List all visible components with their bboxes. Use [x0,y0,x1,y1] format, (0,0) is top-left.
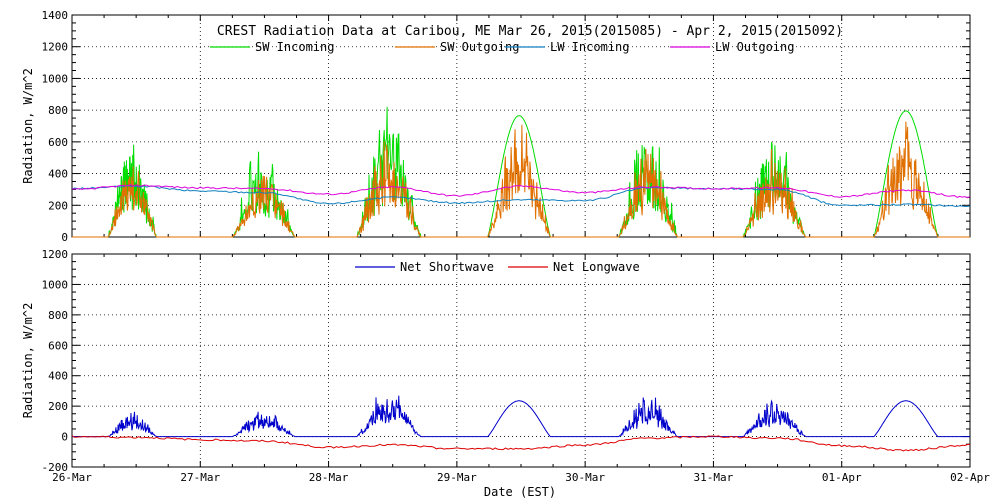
x-tick-label: 28-Mar [309,471,349,484]
y-tick-label: 1000 [42,278,69,291]
legend-label: Net Longwave [553,260,640,274]
y-tick-label: 200 [48,199,68,212]
y-tick-label: 400 [48,370,68,383]
y-tick-label: 0 [61,431,68,444]
series-line-net-longwave [71,435,971,452]
panel-1: 0 200 400 600 800 1000 1200 1400 Radiation, W/m^… [21,9,971,244]
plot-frame [71,253,971,468]
x-tick-label: 31-Mar [694,471,734,484]
x-tick-label: 27-Mar [180,471,220,484]
series-line-sw-outgoing [72,121,970,238]
y-tick-label: 0 [61,231,68,244]
plot-frame [71,14,971,238]
y-axis-label: Radiation, W/m^2 [21,303,35,419]
y-tick-label: 1200 [42,248,69,261]
y-tick-label: 1200 [42,41,69,54]
x-tick-label: 26-Mar [52,471,92,484]
y-tick-label: 600 [48,339,68,352]
y-tick-label: 600 [48,136,68,149]
y-tick-label: 1000 [42,72,69,85]
y-tick-label: -200 [42,461,69,474]
legend-label: SW Outgoing [440,40,519,54]
chart-title: CREST Radiation Data at Caribou, ME Mar … [217,24,843,39]
series-line-net-shortwave [72,395,970,438]
x-axis-label: Date (EST) [484,485,556,499]
y-tick-label: 400 [48,168,68,181]
legend-label: LW Outgoing [715,40,794,54]
series-line-lw-outgoing [72,184,971,199]
series-line-lw-incoming [71,185,971,208]
x-tick-label: 29-Mar [437,471,477,484]
y-tick-label: 800 [48,309,68,322]
y-axis-label: Radiation, W/m^2 [21,68,35,184]
panel-2: -200 0 200 400 600 800 1000 1200 Radiation, W/m^… [21,248,990,484]
x-tick-label: 02-Apr [950,471,990,484]
y-tick-label: 800 [48,104,68,117]
x-tick-label: 30-Mar [565,471,605,484]
y-tick-label: 200 [48,400,68,413]
legend-label: Net Shortwave [400,260,494,274]
legend-label: LW Incoming [550,40,629,54]
y-tick-label: 1400 [42,9,69,22]
x-tick-label: 01-Apr [822,471,862,484]
legend-label: SW Incoming [255,40,334,54]
